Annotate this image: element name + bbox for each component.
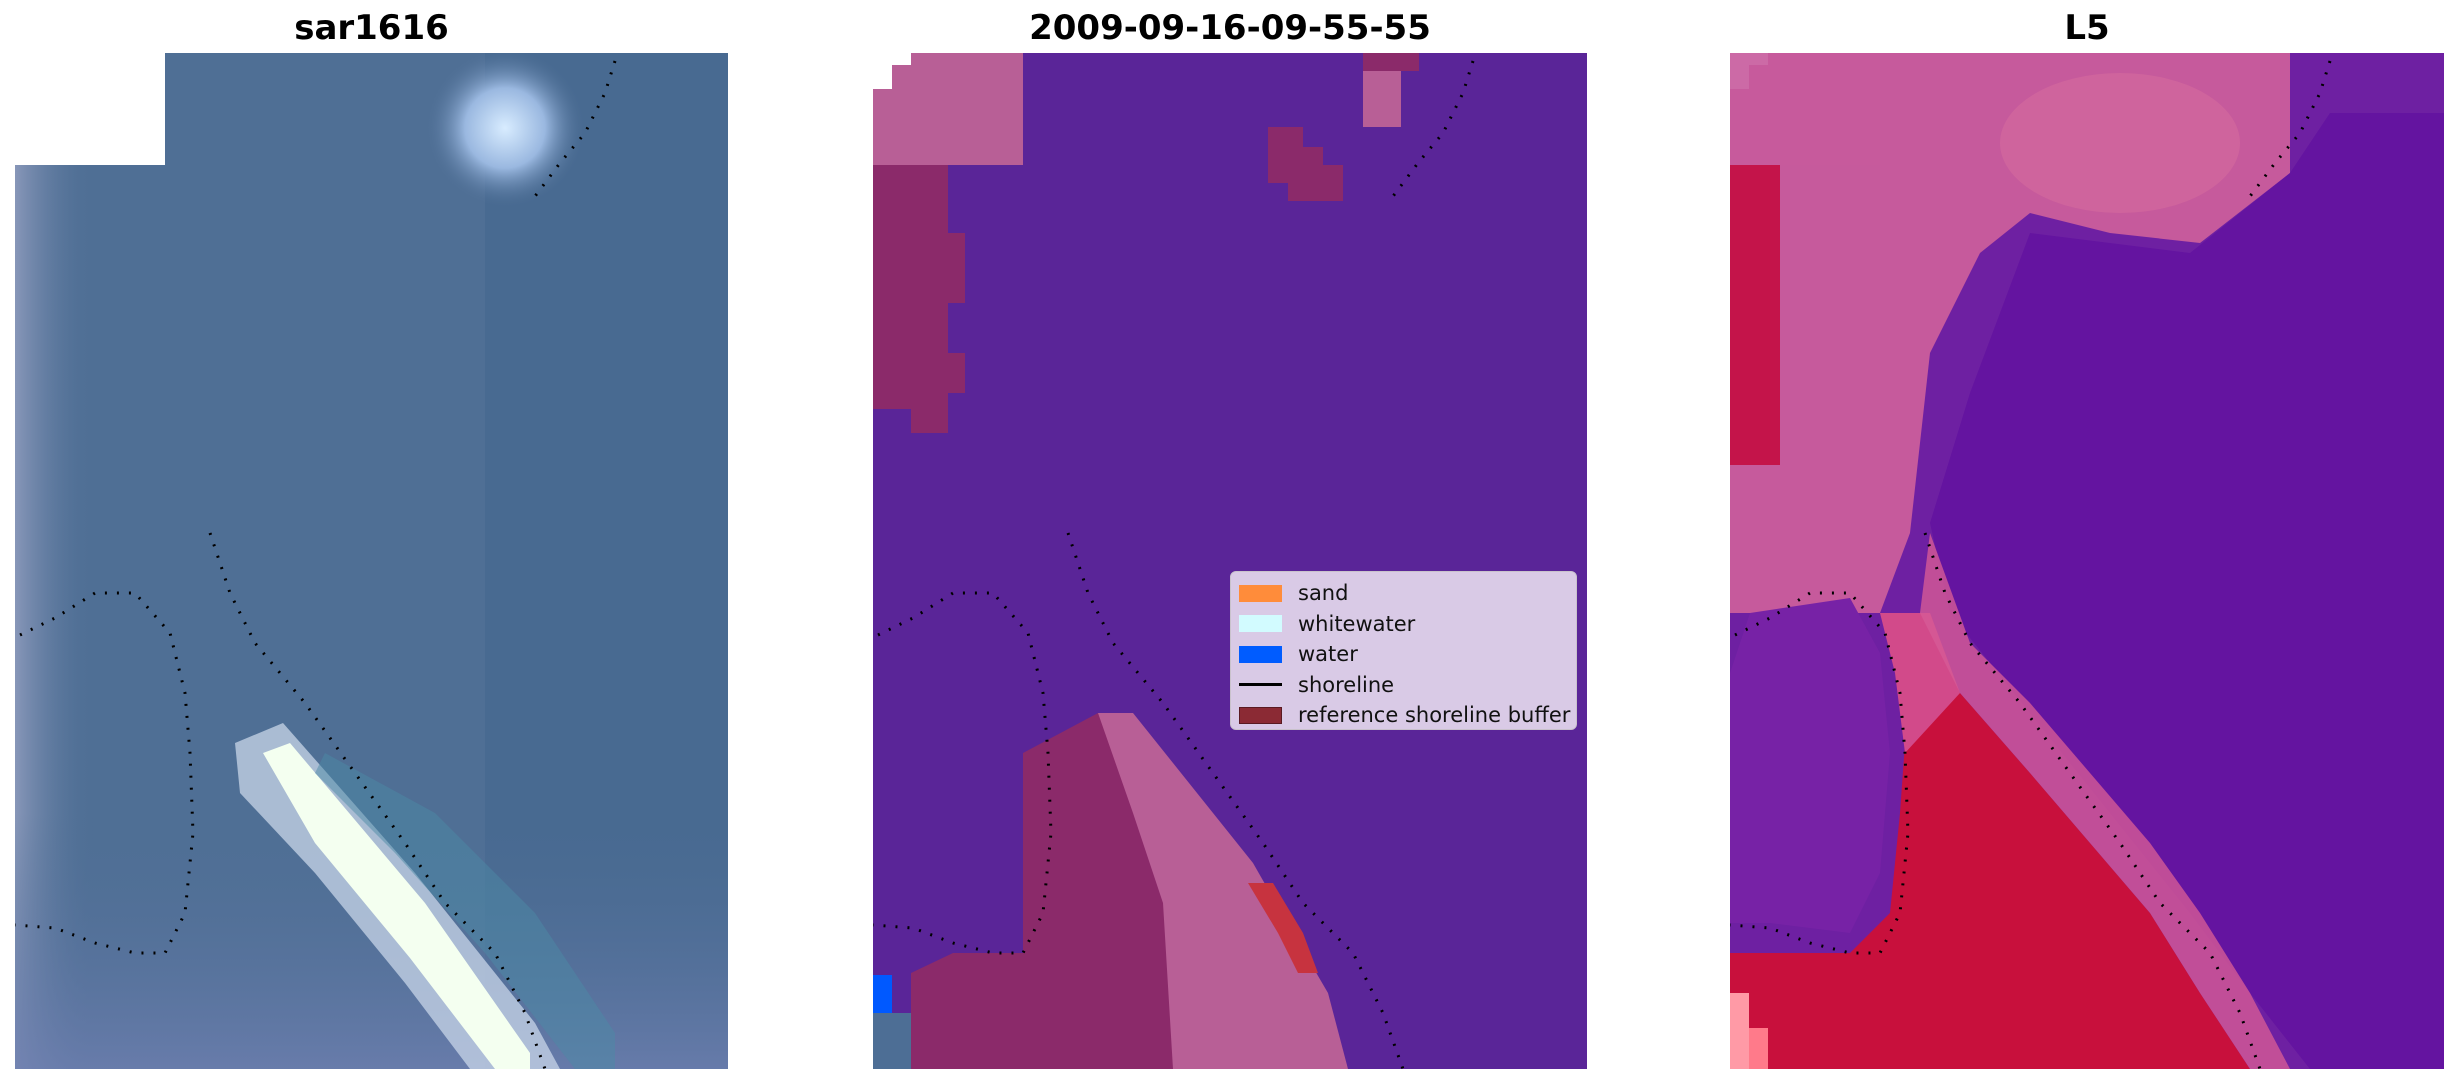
- panel-title-classified: 2009-09-16-09-55-55: [1029, 8, 1431, 48]
- legend-item-shoreline: shoreline: [1237, 670, 1576, 701]
- panel-title-rgb: sar1616: [294, 8, 449, 48]
- water-swatch: [1239, 645, 1282, 663]
- shoreline-line-swatch: [1239, 683, 1282, 687]
- l5-image-panel: [1730, 53, 2444, 1069]
- sand-swatch: [1239, 584, 1282, 602]
- legend-item-sand: sand: [1237, 578, 1576, 609]
- panel-title-l5: L5: [2064, 8, 2110, 48]
- legend-item-water: water: [1237, 639, 1576, 670]
- classified-image: [873, 53, 1587, 1069]
- rgb-image-panel: [15, 53, 728, 1069]
- legend-label: whitewater: [1298, 611, 1416, 636]
- legend-item-reference-shoreline-buffer: reference shoreline buffer: [1237, 700, 1576, 731]
- buffer-swatch: [1239, 706, 1282, 724]
- classified-image-panel: [873, 53, 1587, 1069]
- l5-image: [1730, 53, 2444, 1069]
- whitewater-swatch: [1239, 615, 1282, 633]
- legend-label: water: [1298, 642, 1358, 667]
- legend-label: sand: [1298, 581, 1349, 606]
- legend-item-whitewater: whitewater: [1237, 609, 1576, 640]
- legend-label: shoreline: [1298, 672, 1395, 697]
- legend: sand whitewater water shoreline referenc…: [1230, 571, 1577, 730]
- rgb-image: [15, 53, 728, 1069]
- legend-label: reference shoreline buffer: [1298, 703, 1571, 728]
